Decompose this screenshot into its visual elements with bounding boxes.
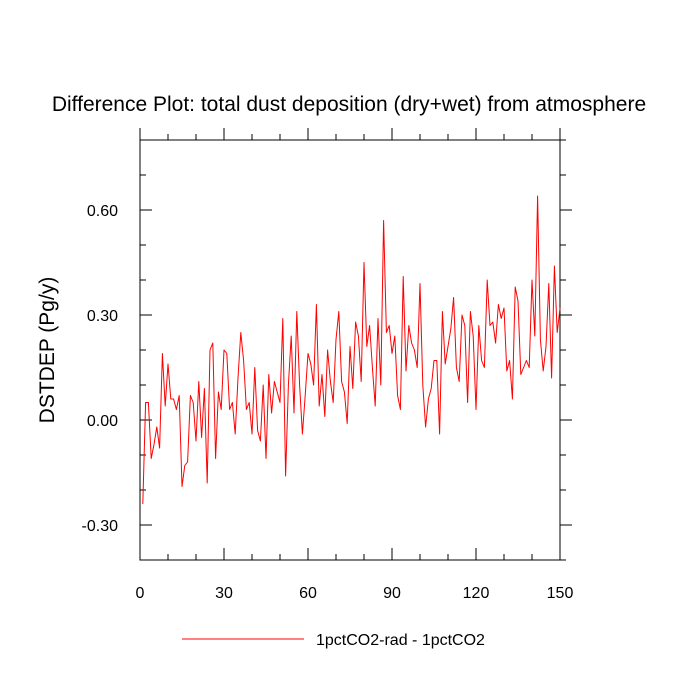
x-tick-label: 60: [299, 585, 317, 602]
y-tick-label: 0.00: [87, 413, 118, 430]
series-line: [142, 195, 561, 505]
y-tick-label: 0.30: [87, 308, 118, 325]
plot-area: 0 30 60 90 120 150 -0.30 0.00 0.30 0.60: [82, 128, 574, 602]
x-tick-label: 0: [136, 585, 145, 602]
x-tick-label: 120: [463, 585, 490, 602]
legend: 1pctCO2-rad - 1pctCO2: [182, 632, 485, 649]
y-tick-label: 0.60: [87, 203, 118, 220]
x-tick-label: 90: [383, 585, 401, 602]
x-tick-label: 30: [215, 585, 233, 602]
legend-label: 1pctCO2-rad - 1pctCO2: [316, 632, 485, 649]
x-tick-label: 150: [547, 585, 574, 602]
y-axis-label: DSTDEP (Pg/y): [36, 277, 59, 424]
y-tick-label: -0.30: [82, 518, 119, 535]
chart-title: Difference Plot: total dust deposition (…: [52, 93, 646, 116]
